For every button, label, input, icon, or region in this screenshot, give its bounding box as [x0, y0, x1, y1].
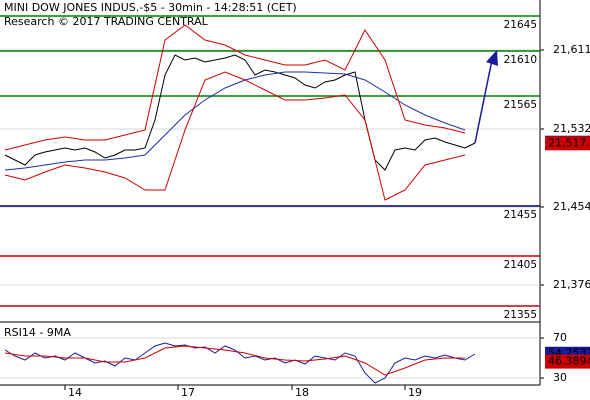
forecast-arrow	[474, 59, 493, 144]
chart-subtitle: Research © 2017 TRADING CENTRAL	[4, 15, 209, 28]
y-tick-label: 21,454	[553, 200, 590, 213]
series-line	[4, 342, 476, 384]
level-label: 21565	[504, 99, 537, 111]
rsi-title: RSI14 - 9MA	[4, 326, 71, 339]
series-line	[4, 71, 466, 171]
level-label: 21645	[504, 19, 537, 31]
series-line	[4, 345, 465, 376]
y-tick-label: 70	[553, 331, 567, 344]
x-tick-label: 19	[408, 386, 422, 399]
arrow-head	[486, 50, 498, 66]
chart-title: MINI DOW JONES INDUS.-$5 - 30min - 14:28…	[4, 1, 297, 14]
y-tick-label: 21,376	[553, 278, 590, 291]
last-value-box	[545, 136, 590, 151]
level-label: 21405	[504, 259, 537, 271]
last-value-box	[545, 354, 590, 369]
x-tick-label: 18	[295, 386, 309, 399]
level-label: 21355	[504, 309, 537, 321]
series-line	[4, 54, 476, 171]
x-tick-label: 17	[181, 386, 195, 399]
level-label: 21455	[504, 209, 537, 221]
y-tick-label: 21,532	[553, 122, 590, 135]
y-tick-label: 21,611	[553, 43, 590, 56]
series-line	[4, 24, 466, 151]
y-tick-label: 30	[553, 371, 567, 384]
level-label: 21610	[504, 54, 537, 66]
last-value-label: 21,517.7	[548, 136, 590, 149]
last-value-label: 46.3894	[548, 355, 590, 368]
x-tick-label: 14	[68, 386, 82, 399]
series-line	[4, 71, 466, 201]
